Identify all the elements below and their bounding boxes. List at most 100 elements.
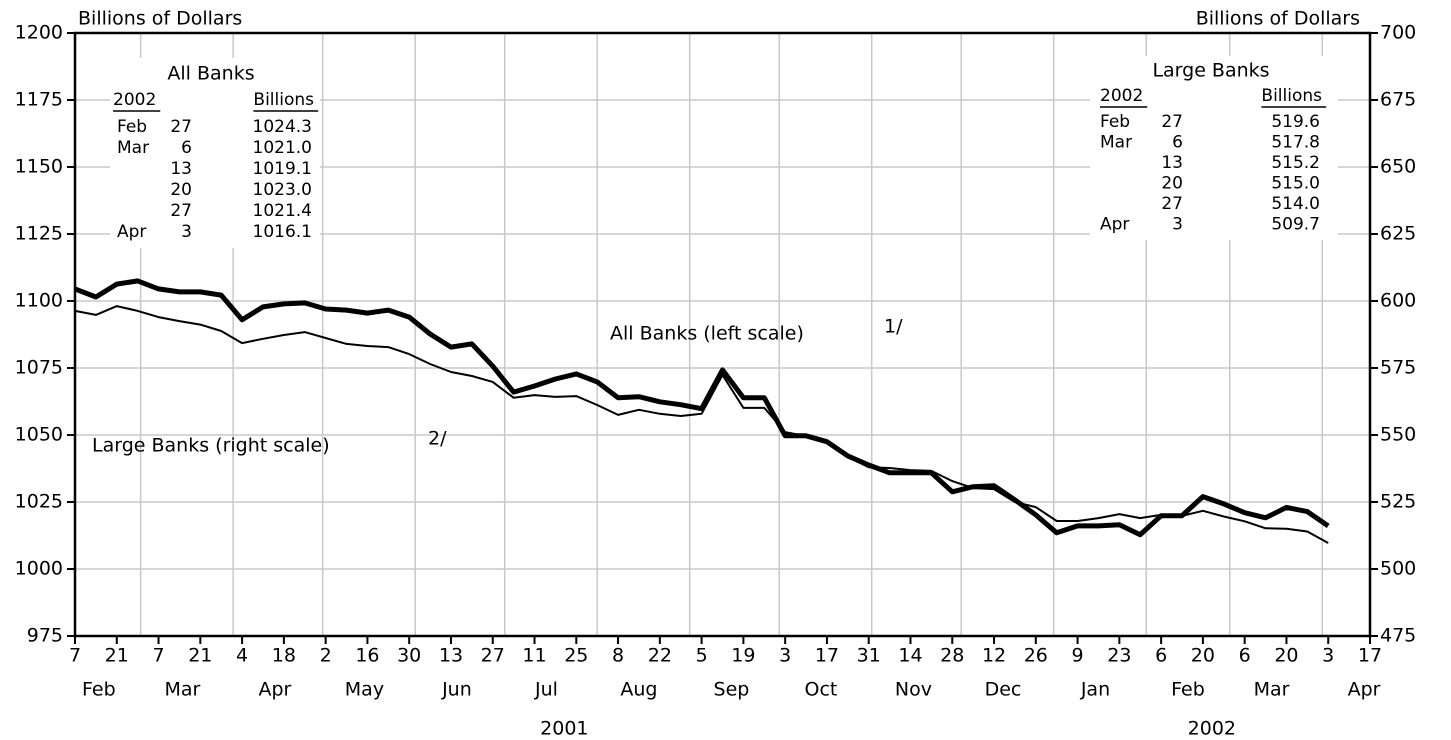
y-tick-label: 1125 [15, 223, 63, 245]
y2-tick-label: 525 [1380, 491, 1416, 513]
x-tick-label: 8 [612, 645, 624, 667]
x-tick-label: 7 [69, 645, 81, 667]
y2-tick-label: 625 [1380, 223, 1416, 245]
table-unit: Billions [1261, 86, 1322, 106]
table-day: 3 [1172, 215, 1183, 235]
x-tick-label: 19 [731, 645, 755, 667]
series-label: All Banks (left scale) [610, 323, 804, 345]
x-month-label: Mar [1254, 679, 1290, 701]
y-tick-label: 1025 [15, 491, 63, 513]
x-tick-label: 11 [522, 645, 546, 667]
x-month-label: Sep [714, 679, 750, 701]
y-tick-label: 1050 [15, 424, 63, 446]
x-month-label: May [345, 679, 384, 701]
x-tick-label: 30 [397, 645, 421, 667]
table-title: Large Banks [1152, 60, 1269, 82]
x-tick-label: 4 [236, 645, 248, 667]
y2-tick-label: 700 [1380, 22, 1416, 44]
x-tick-label: 14 [898, 645, 922, 667]
table-value: 519.6 [1271, 112, 1320, 132]
table-month: Mar [1100, 133, 1132, 153]
x-tick-label: 7 [153, 645, 165, 667]
x-tick-label: 17 [815, 645, 839, 667]
table-value: 509.7 [1271, 215, 1320, 235]
x-tick-label: 22 [648, 645, 672, 667]
table-day: 6 [181, 138, 192, 158]
x-month-label: Jan [1080, 679, 1110, 701]
table-day: 27 [1161, 194, 1183, 214]
y2-axis-label: Billions of Dollars [1196, 8, 1360, 30]
table-day: 3 [181, 222, 192, 242]
table-value: 1016.1 [253, 222, 312, 242]
x-tick-label: 18 [272, 645, 296, 667]
x-month-label: Apr [258, 679, 291, 701]
y-tick-label: 1000 [15, 558, 63, 580]
series-line [74, 278, 1330, 538]
x-month-label: Oct [805, 679, 838, 701]
x-tick-label: 16 [355, 645, 379, 667]
table-value: 515.0 [1271, 174, 1320, 194]
x-tick-label: 26 [1024, 645, 1048, 667]
y-axis-label: Billions of Dollars [78, 8, 242, 30]
legend-table: Large Banks 2002 Billions Feb 27 519.6 Mar 6 517… [1090, 56, 1338, 240]
x-month-label: Mar [164, 679, 200, 701]
x-month-label: Nov [895, 679, 932, 701]
table-value: 514.0 [1271, 194, 1320, 214]
table-day: 13 [1161, 153, 1183, 173]
x-tick-label: 2 [320, 645, 332, 667]
x-month-label: Feb [82, 679, 116, 701]
x-year-label: 2001 [540, 718, 588, 740]
x-tick-label: 3 [779, 645, 791, 667]
x-tick-label: 12 [982, 645, 1006, 667]
y-tick-label: 1200 [15, 22, 63, 44]
y2-tick-label: 500 [1380, 558, 1416, 580]
series-note: 1/ [884, 316, 903, 338]
table-month: Mar [117, 138, 149, 158]
series-line [74, 305, 1329, 544]
table-value: 1021.4 [253, 201, 312, 221]
plot-frame [73, 31, 1372, 638]
y2-tick-label: 675 [1380, 89, 1416, 111]
table-background [1090, 56, 1338, 240]
table-day: 20 [1161, 174, 1183, 194]
x-month-label: Jul [534, 679, 558, 701]
y2-tick-label: 550 [1380, 424, 1416, 446]
table-value: 517.8 [1271, 133, 1320, 153]
table-month: Feb [117, 117, 147, 137]
y-tick-label: 1075 [15, 357, 63, 379]
x-month-label: Feb [1171, 679, 1205, 701]
x-tick-label: 3 [1322, 645, 1334, 667]
y2-tick-label: 600 [1380, 290, 1416, 312]
x-year-label: 2002 [1188, 718, 1236, 740]
table-value: 515.2 [1271, 153, 1320, 173]
x-month-label: Dec [985, 679, 1022, 701]
y-tick-label: 1150 [15, 156, 63, 178]
x-tick-label: 21 [105, 645, 129, 667]
x-tick-label: 21 [188, 645, 212, 667]
series-note: 2/ [428, 428, 447, 450]
x-tick-label: 31 [857, 645, 881, 667]
table-background [110, 58, 320, 248]
table-value: 1021.0 [253, 138, 312, 158]
table-year: 2002 [1100, 86, 1143, 106]
legend-table: All Banks 2002 Billions Feb 27 1024.3 Mar 6 1021… [110, 58, 320, 248]
table-day: 13 [170, 159, 192, 179]
y-tick-label: 1175 [15, 89, 63, 111]
table-month: Apr [1100, 215, 1129, 235]
x-tick-label: 17 [1358, 645, 1382, 667]
x-month-label: Apr [1348, 679, 1381, 701]
x-tick-label: 20 [1191, 645, 1215, 667]
x-tick-label: 25 [564, 645, 588, 667]
table-value: 1023.0 [253, 180, 312, 200]
x-month-label: Aug [620, 679, 657, 701]
x-tick-label: 5 [696, 645, 708, 667]
x-tick-label: 20 [1274, 645, 1298, 667]
table-day: 20 [170, 180, 192, 200]
x-month-label: Jun [441, 679, 472, 701]
y-tick-label: 975 [27, 625, 63, 647]
x-tick-label: 23 [1107, 645, 1131, 667]
x-tick-label: 27 [481, 645, 505, 667]
y2-tick-label: 475 [1380, 625, 1416, 647]
x-tick-label: 6 [1239, 645, 1251, 667]
